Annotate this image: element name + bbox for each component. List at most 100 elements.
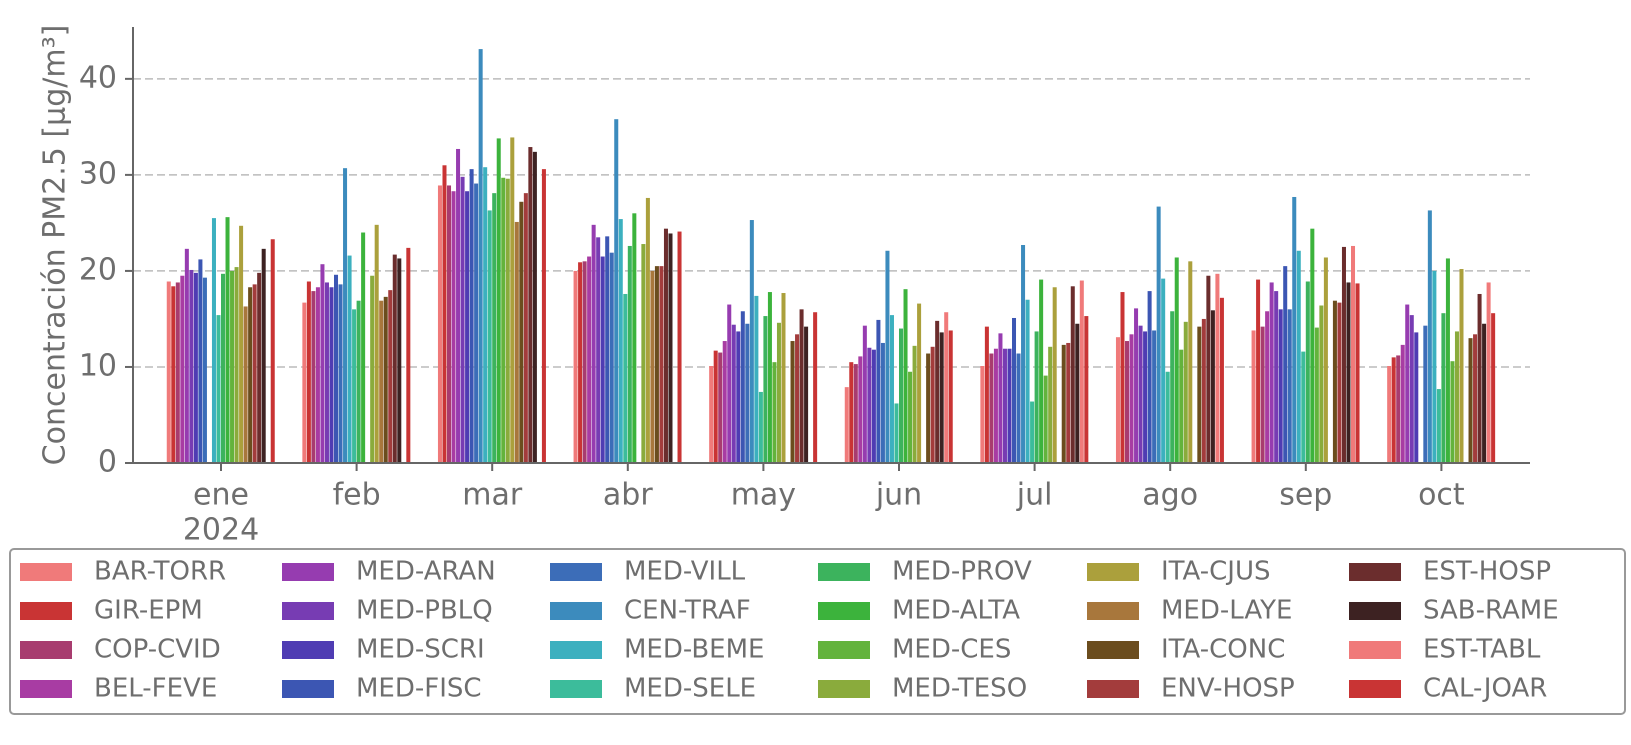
legend-label: COP-CVID	[94, 635, 221, 665]
bar	[198, 259, 203, 463]
bar	[645, 197, 650, 463]
bar	[1387, 366, 1392, 463]
bar	[894, 403, 899, 463]
bar	[1197, 326, 1202, 463]
bar	[767, 292, 772, 463]
legend-swatch	[818, 563, 870, 581]
bar	[1260, 326, 1265, 463]
bar	[1120, 292, 1125, 463]
bar	[1048, 346, 1053, 463]
bar	[528, 147, 533, 463]
bar	[514, 221, 519, 463]
legend-label: SAB-RAME	[1423, 596, 1559, 626]
bar	[709, 366, 714, 463]
bar	[324, 282, 329, 463]
legend-swatch	[818, 641, 870, 659]
y-tick-label: 10	[79, 348, 117, 383]
bar	[437, 185, 442, 464]
bar	[795, 334, 800, 463]
bar	[492, 193, 497, 463]
bar	[1314, 327, 1319, 463]
bar	[632, 213, 637, 463]
bar	[871, 349, 876, 463]
bar	[1351, 245, 1356, 463]
bar	[912, 345, 917, 463]
bar	[889, 315, 894, 463]
bar	[1156, 206, 1161, 463]
bar	[239, 225, 244, 463]
bar	[899, 328, 904, 463]
bar	[510, 137, 515, 463]
bar	[1287, 309, 1292, 463]
bar	[1323, 257, 1328, 463]
legend-label: EST-HOSP	[1423, 557, 1551, 587]
bar	[225, 217, 230, 463]
legend-label: GIR-EPM	[94, 596, 203, 626]
bar	[1409, 315, 1414, 463]
legend-swatch	[550, 641, 602, 659]
bar	[1061, 344, 1066, 463]
legend-swatch	[20, 602, 72, 620]
bar	[1391, 357, 1396, 463]
bar	[582, 261, 587, 463]
y-axis-label: Concentración PM2.5 [μg/m³]	[38, 25, 73, 466]
bar	[1188, 261, 1193, 463]
bar	[1454, 331, 1459, 463]
bar	[1084, 316, 1089, 463]
bar	[374, 224, 379, 463]
bar	[989, 353, 994, 463]
bar	[654, 266, 659, 463]
legend-label: MED-ALTA	[892, 596, 1020, 626]
bar	[1147, 291, 1152, 463]
bar	[1405, 304, 1410, 463]
bar	[370, 275, 375, 463]
bar	[668, 233, 673, 463]
legend-swatch	[282, 602, 334, 620]
bar	[641, 244, 646, 463]
bar	[180, 275, 185, 463]
bar	[731, 324, 736, 463]
bar	[578, 262, 583, 463]
bar	[776, 322, 781, 463]
bar	[663, 228, 668, 463]
bar	[496, 138, 501, 463]
bar	[1355, 283, 1360, 463]
x-tick-label: ago	[1142, 478, 1198, 513]
bar	[844, 387, 849, 463]
legend-label: EST-TABL	[1423, 635, 1541, 665]
bar	[1445, 258, 1450, 463]
bar	[618, 219, 623, 463]
bar	[1310, 228, 1315, 463]
bar	[1473, 334, 1478, 463]
bar	[609, 252, 614, 463]
bar	[1283, 266, 1288, 463]
bar	[234, 267, 239, 463]
bar	[221, 273, 226, 463]
bar	[763, 316, 768, 463]
legend-swatch	[818, 602, 870, 620]
x-tick-label: jul	[1016, 478, 1053, 513]
bar	[1436, 389, 1441, 463]
bar	[862, 325, 867, 463]
bar	[315, 287, 320, 463]
y-tick-label: 30	[79, 156, 117, 191]
legend-swatch	[1087, 563, 1139, 581]
x-tick-label: sep	[1279, 478, 1332, 513]
bar	[1152, 330, 1157, 463]
bar	[1165, 371, 1170, 463]
x-year-label: 2024	[183, 513, 259, 548]
bar	[745, 323, 750, 463]
bar	[338, 284, 343, 463]
bar	[320, 264, 325, 463]
bar	[456, 148, 461, 463]
legend-swatch	[20, 680, 72, 698]
bar	[1319, 305, 1324, 463]
legend-box	[9, 548, 1626, 715]
legend-swatch	[550, 602, 602, 620]
bar	[356, 300, 361, 463]
bar	[361, 232, 366, 463]
legend-label: ENV-HOSP	[1161, 674, 1295, 704]
bar	[1066, 342, 1071, 463]
bar	[1427, 210, 1432, 463]
